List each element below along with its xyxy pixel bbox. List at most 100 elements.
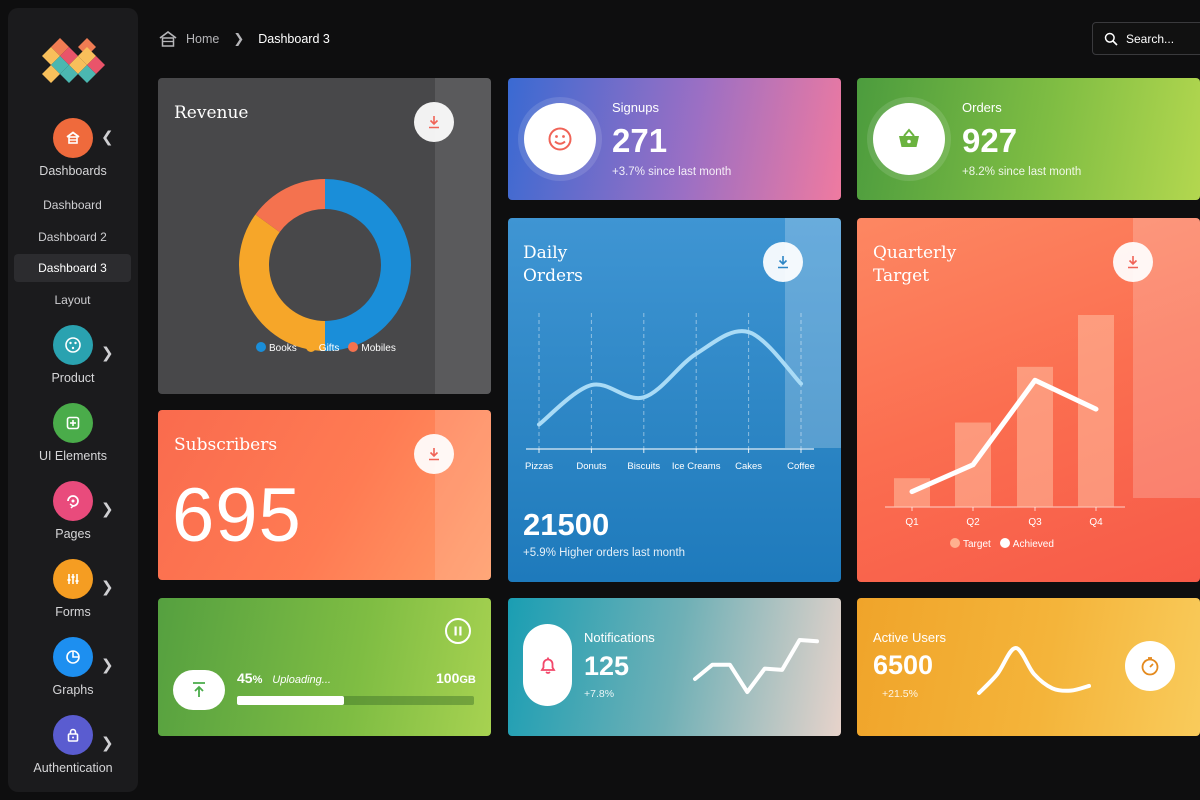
upload-percent-unit: % [252, 674, 263, 686]
daily-orders-card: Daily Orders Pizzas Donuts Biscuits Ice Cre… [508, 218, 841, 582]
nav-label-graphs: Graphs [52, 683, 94, 697]
subscribers-card: Subscribers 695 [158, 410, 491, 580]
legend-label: Gifts [318, 343, 340, 354]
pause-icon [454, 626, 462, 636]
x-tick-label: Cakes [735, 461, 762, 472]
daily-orders-value: 21500 [523, 507, 610, 542]
upload-progress-track [237, 696, 474, 705]
chevron-right-icon[interactable]: ❯ [101, 579, 114, 596]
stat-sub: +5.9% Higher orders last month [523, 547, 686, 559]
card-title-line2: Orders [523, 266, 583, 286]
stat-value: 6500 [873, 650, 934, 680]
data-line [537, 329, 803, 427]
signups-card: Signups 271 +3.7% since last month [508, 78, 841, 200]
x-tick-label: Ice Creams [672, 461, 721, 472]
home-icon[interactable] [158, 30, 178, 48]
x-tick-label: Q1 [905, 517, 919, 528]
upload-total: 100 [436, 670, 460, 686]
orders-card: Orders 927 +8.2% since last month [857, 78, 1200, 200]
download-button[interactable] [763, 242, 803, 282]
search-icon [1104, 32, 1118, 46]
sidebar-item-dashboard[interactable]: Dashboard [43, 198, 102, 212]
sidebar: ❮ Dashboards Dashboard Dashboard 2 Dashb… [8, 8, 138, 792]
download-button[interactable] [1113, 242, 1153, 282]
revenue-donut-chart [239, 179, 411, 351]
notifications-card: Notifications 125 +7.8% [508, 598, 841, 736]
stat-sub: +21.5% [882, 688, 918, 700]
timer-icon [1141, 657, 1159, 676]
upload-button[interactable] [173, 670, 225, 710]
revenue-card: Revenue Books Gifts Mobiles [158, 78, 491, 394]
stat-sub: +3.7% since last month [612, 166, 732, 178]
chevron-right-icon[interactable]: ❯ [101, 501, 114, 518]
stat-label: Orders [962, 100, 1002, 115]
pause-button[interactable] [445, 618, 471, 644]
ui-elements-icon [53, 403, 93, 443]
upload-percent: 45 [237, 670, 253, 686]
chevron-right-icon[interactable]: ❯ [101, 657, 114, 674]
sidebar-item-dashboard-3[interactable]: Dashboard 3 [14, 254, 131, 282]
x-tick-label: Q3 [1028, 517, 1042, 528]
upload-card: 45% Uploading... 100GB [158, 598, 491, 736]
legend-label: Books [269, 343, 297, 354]
legend-item: Books [256, 342, 297, 354]
chevron-left-icon[interactable]: ❮ [101, 129, 114, 146]
legend-label: Target [963, 539, 991, 550]
chevron-right-icon[interactable]: ❯ [101, 345, 114, 362]
forms-icon [53, 559, 93, 599]
upload-percent-row: 45% Uploading... [237, 670, 331, 686]
breadcrumb-home[interactable]: Home [186, 32, 220, 46]
upload-total-unit: GB [459, 674, 476, 686]
legend-item: Achieved [999, 538, 1054, 550]
active-users-sparkline [977, 646, 1091, 695]
pie-chart-icon [53, 637, 93, 677]
notifications-sparkline [693, 638, 819, 694]
stat-label: Active Users [873, 630, 946, 645]
sparkline-path [977, 646, 1091, 695]
download-icon [429, 448, 439, 461]
x-tick-label: Pizzas [525, 461, 553, 472]
nav-label-forms: Forms [55, 605, 91, 619]
download-icon [778, 256, 788, 269]
search-input[interactable] [1126, 31, 1200, 46]
stat-label: Notifications [584, 630, 655, 645]
download-button[interactable] [414, 434, 454, 474]
chevron-right-icon[interactable]: ❯ [101, 735, 114, 752]
card-title-line1: Quarterly [873, 243, 957, 263]
basket-icon [873, 103, 945, 175]
sparkline-path [693, 638, 819, 694]
stat-label: Signups [612, 100, 659, 115]
target-bar [1017, 366, 1053, 507]
breadcrumb-current: Dashboard 3 [258, 32, 330, 46]
sidebar-item-layout[interactable]: Layout [54, 293, 91, 307]
donut-slice-mobiles [255, 179, 325, 233]
stat-sub: +8.2% since last month [962, 166, 1082, 178]
quarterly-target-card: Quarterly Target Q1 Q2 Q3 Q4 Target Achieve… [857, 218, 1200, 582]
chart-legend: Books Gifts Mobiles [256, 342, 396, 354]
upload-status: Uploading... [272, 674, 331, 686]
nav-label-authentication: Authentication [33, 761, 113, 775]
x-tick-label: Biscuits [627, 461, 660, 472]
download-icon [429, 116, 439, 129]
legend-label: Mobiles [361, 343, 396, 354]
sidebar-item-dashboard-2[interactable]: Dashboard 2 [38, 230, 107, 244]
card-title: Subscribers [174, 435, 278, 455]
download-button[interactable] [414, 102, 454, 142]
achieved-line [909, 377, 1099, 495]
legend-item: Gifts [305, 342, 340, 354]
nav-label-ui-elements: UI Elements [38, 449, 108, 463]
x-tick-label: Donuts [576, 461, 606, 472]
card-title-line1: Daily [523, 243, 568, 263]
upload-icon [193, 682, 205, 697]
breadcrumb: Home ❯ Dashboard 3 [158, 26, 330, 52]
download-icon [1128, 256, 1138, 269]
donut-slice-books [325, 179, 411, 351]
timer-button[interactable] [1125, 641, 1175, 691]
x-tick-label: Q4 [1089, 517, 1103, 528]
stat-value: 271 [612, 122, 668, 159]
upload-progress-fill [237, 696, 344, 705]
search-box[interactable] [1092, 22, 1200, 55]
nav-label-product: Product [51, 371, 95, 385]
donut-slice-gifts [239, 214, 325, 351]
